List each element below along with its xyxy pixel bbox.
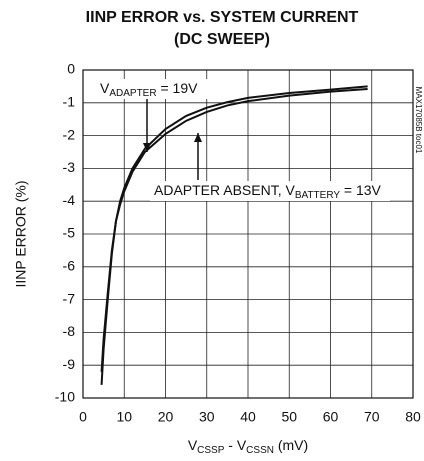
label-part: BATTERY bbox=[295, 190, 341, 201]
series-line bbox=[100, 85, 368, 385]
x-tick-label: 30 bbox=[199, 409, 215, 425]
label-backing bbox=[150, 181, 390, 201]
y-tick-label: -4 bbox=[63, 192, 76, 208]
label-part: CSSN bbox=[246, 445, 274, 456]
y-tick-label: -8 bbox=[63, 323, 76, 339]
y-tick-label: -10 bbox=[55, 389, 75, 405]
y-tick-label: -5 bbox=[63, 225, 76, 241]
y-tick-label: -9 bbox=[63, 356, 76, 372]
arrow-head bbox=[194, 133, 202, 142]
label-part: (mV) bbox=[274, 437, 308, 453]
plot: -10-9-8-7-6-5-4-3-2-100 10 20 30 40 50 60 70 80V… bbox=[55, 61, 421, 425]
chart-subtitle: (DC SWEEP) bbox=[174, 31, 270, 48]
x-tick-label: 40 bbox=[240, 409, 256, 425]
label-part: = 13V bbox=[340, 182, 382, 198]
figure-code: MAX17085B toc01 bbox=[414, 87, 423, 154]
arrow-head bbox=[143, 143, 151, 152]
y-tick-label: 0 bbox=[67, 61, 75, 77]
y-axis-label: IINP ERROR (%) bbox=[13, 180, 29, 287]
chart-title: IINP ERROR vs. SYSTEM CURRENT bbox=[86, 9, 359, 26]
y-tick-label: -1 bbox=[63, 94, 76, 110]
label-part: CSSP bbox=[197, 445, 225, 456]
label-part: = 19V bbox=[157, 80, 199, 96]
label-part: V bbox=[188, 437, 198, 453]
label-part: V bbox=[100, 80, 110, 96]
x-tick-label: 50 bbox=[281, 409, 297, 425]
y-tick-label: -7 bbox=[63, 290, 76, 306]
series-line bbox=[100, 88, 368, 372]
label-part: ADAPTER ABSENT, V bbox=[154, 182, 295, 198]
label-backing bbox=[96, 79, 214, 99]
y-tick-label: -3 bbox=[63, 159, 76, 175]
label-part: ADAPTER bbox=[109, 88, 156, 99]
label-part: - V bbox=[224, 437, 246, 453]
y-tick-label: -2 bbox=[63, 126, 76, 142]
x-tick-label: 0 bbox=[79, 409, 87, 425]
x-tick-label: 80 bbox=[405, 409, 421, 425]
annotation: ADAPTER ABSENT, VBATTERY = 13V bbox=[154, 182, 382, 201]
x-tick-label: 20 bbox=[158, 409, 174, 425]
x-axis-label: VCSSP - VCSSN (mV) bbox=[188, 437, 308, 456]
x-tick-label: 60 bbox=[323, 409, 339, 425]
annotation: VADAPTER = 19V bbox=[100, 80, 198, 99]
x-tick-label: 70 bbox=[364, 409, 380, 425]
x-tick-label: 10 bbox=[116, 409, 132, 425]
plot-frame bbox=[82, 69, 414, 399]
y-tick-label: -6 bbox=[63, 258, 76, 274]
